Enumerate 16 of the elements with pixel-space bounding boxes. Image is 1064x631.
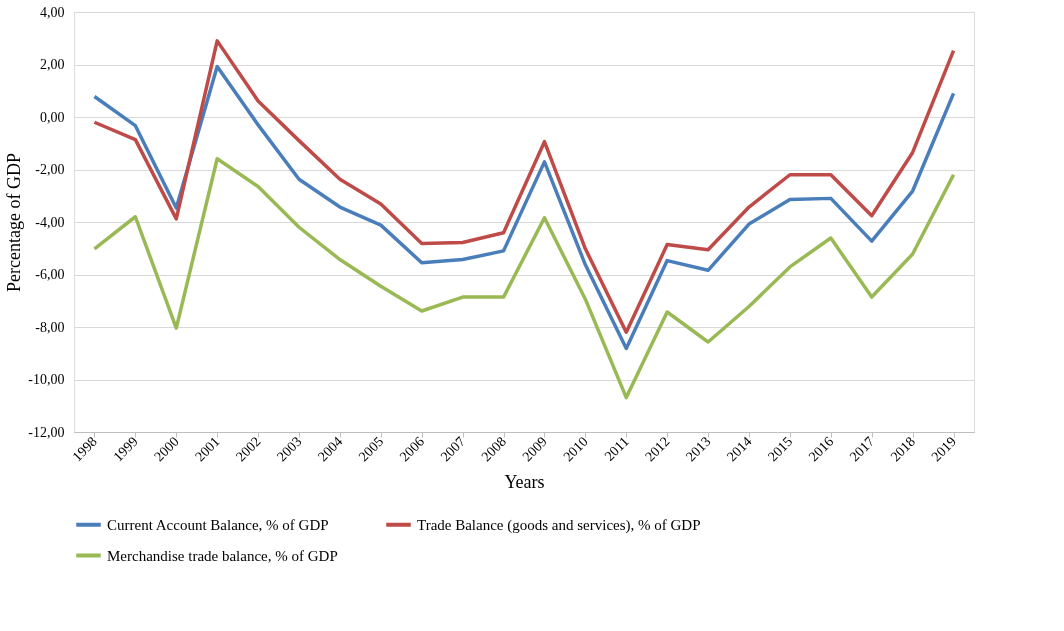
y-tick-label: -10,00 — [28, 372, 65, 387]
line-series — [92, 156, 956, 400]
legend-label: Current Account Balance, % of GDP — [107, 516, 329, 533]
x-axis-title: Years — [504, 472, 545, 493]
legend-label: Trade Balance (goods and services), % of GDP — [417, 516, 701, 534]
y-tick-label: -12,00 — [28, 424, 65, 440]
y-tick-label: -2,00 — [35, 162, 65, 177]
x-tick-label: 2011 — [601, 433, 632, 464]
y-axis-title: Percentage of GDP — [4, 153, 25, 292]
y-tick-label: 4,00 — [40, 4, 65, 20]
y-tick-label: -6,00 — [35, 267, 65, 282]
y-tick-label: 2,00 — [40, 57, 65, 72]
legend-label: Merchandise trade balance, % of GDP — [107, 547, 338, 564]
y-tick-label: -8,00 — [35, 319, 65, 335]
y-tick-label: -4,00 — [35, 214, 65, 230]
y-tick-label: 0,00 — [40, 109, 65, 125]
